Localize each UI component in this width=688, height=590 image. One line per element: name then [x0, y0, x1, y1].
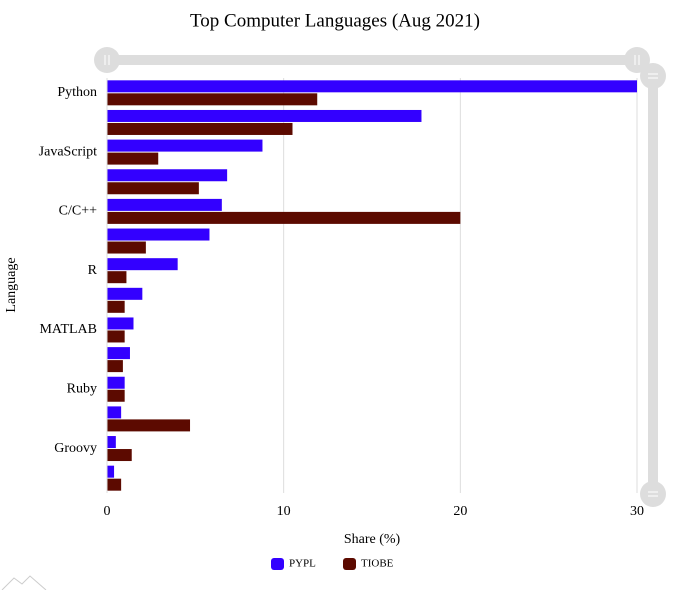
y-tick-label: Python	[57, 85, 97, 100]
bar	[107, 271, 127, 284]
bar	[107, 287, 143, 300]
bar	[107, 419, 191, 432]
x-tick-label: 20	[453, 504, 467, 519]
y-tick-label: Ruby	[67, 381, 97, 396]
x-tick-label: 10	[277, 504, 291, 519]
bar	[107, 122, 293, 135]
y-tick-label: JavaScript	[39, 144, 97, 159]
y-tick-label: C/C++	[59, 204, 97, 219]
legend-label[interactable]: PYPL	[289, 558, 316, 570]
bar	[107, 449, 132, 462]
logo	[1, 575, 47, 590]
bar	[107, 406, 122, 419]
bar	[107, 109, 422, 122]
x-zoom-handle[interactable]	[624, 47, 650, 73]
y-zoom-handle[interactable]	[640, 63, 666, 89]
bar	[107, 360, 123, 373]
bar	[107, 258, 178, 271]
chart-title: Top Computer Languages (Aug 2021)	[190, 10, 480, 31]
bar	[107, 478, 122, 491]
bar	[107, 347, 130, 360]
y-tick-label: R	[88, 263, 98, 278]
x-tick-label: 0	[104, 504, 111, 519]
legend-label[interactable]: TIOBE	[361, 558, 394, 570]
x-zoom-track[interactable]	[107, 55, 637, 65]
x-zoom-handle[interactable]	[94, 47, 120, 73]
bar	[107, 436, 116, 449]
bar	[107, 228, 210, 241]
bar	[107, 211, 461, 224]
bar	[107, 465, 115, 478]
plot-area: 0 10 20 30 Python JavaScript C/C++ R MATLAB Ruby G…	[39, 78, 644, 519]
bar	[107, 300, 125, 313]
bar	[107, 93, 318, 106]
bar	[107, 80, 637, 93]
legend-swatch[interactable]	[343, 558, 356, 570]
y-zoom-track[interactable]	[648, 76, 658, 494]
bar	[107, 330, 125, 343]
bar	[107, 376, 125, 389]
bar	[107, 169, 228, 182]
y-axis-title: Language	[4, 257, 19, 312]
x-axis-title: Share (%)	[344, 532, 401, 547]
bar	[107, 139, 263, 152]
y-tick-label: MATLAB	[39, 322, 97, 337]
legend: PYPL TIOBE	[271, 558, 394, 570]
bar	[107, 198, 222, 211]
bar	[107, 241, 146, 254]
y-zoom-handle[interactable]	[640, 481, 666, 507]
legend-swatch[interactable]	[271, 558, 284, 570]
x-tick-label: 30	[630, 504, 644, 519]
bar	[107, 182, 199, 195]
y-tick-label: Groovy	[54, 441, 97, 456]
bar	[107, 152, 159, 165]
bar	[107, 317, 134, 330]
bar	[107, 389, 125, 402]
